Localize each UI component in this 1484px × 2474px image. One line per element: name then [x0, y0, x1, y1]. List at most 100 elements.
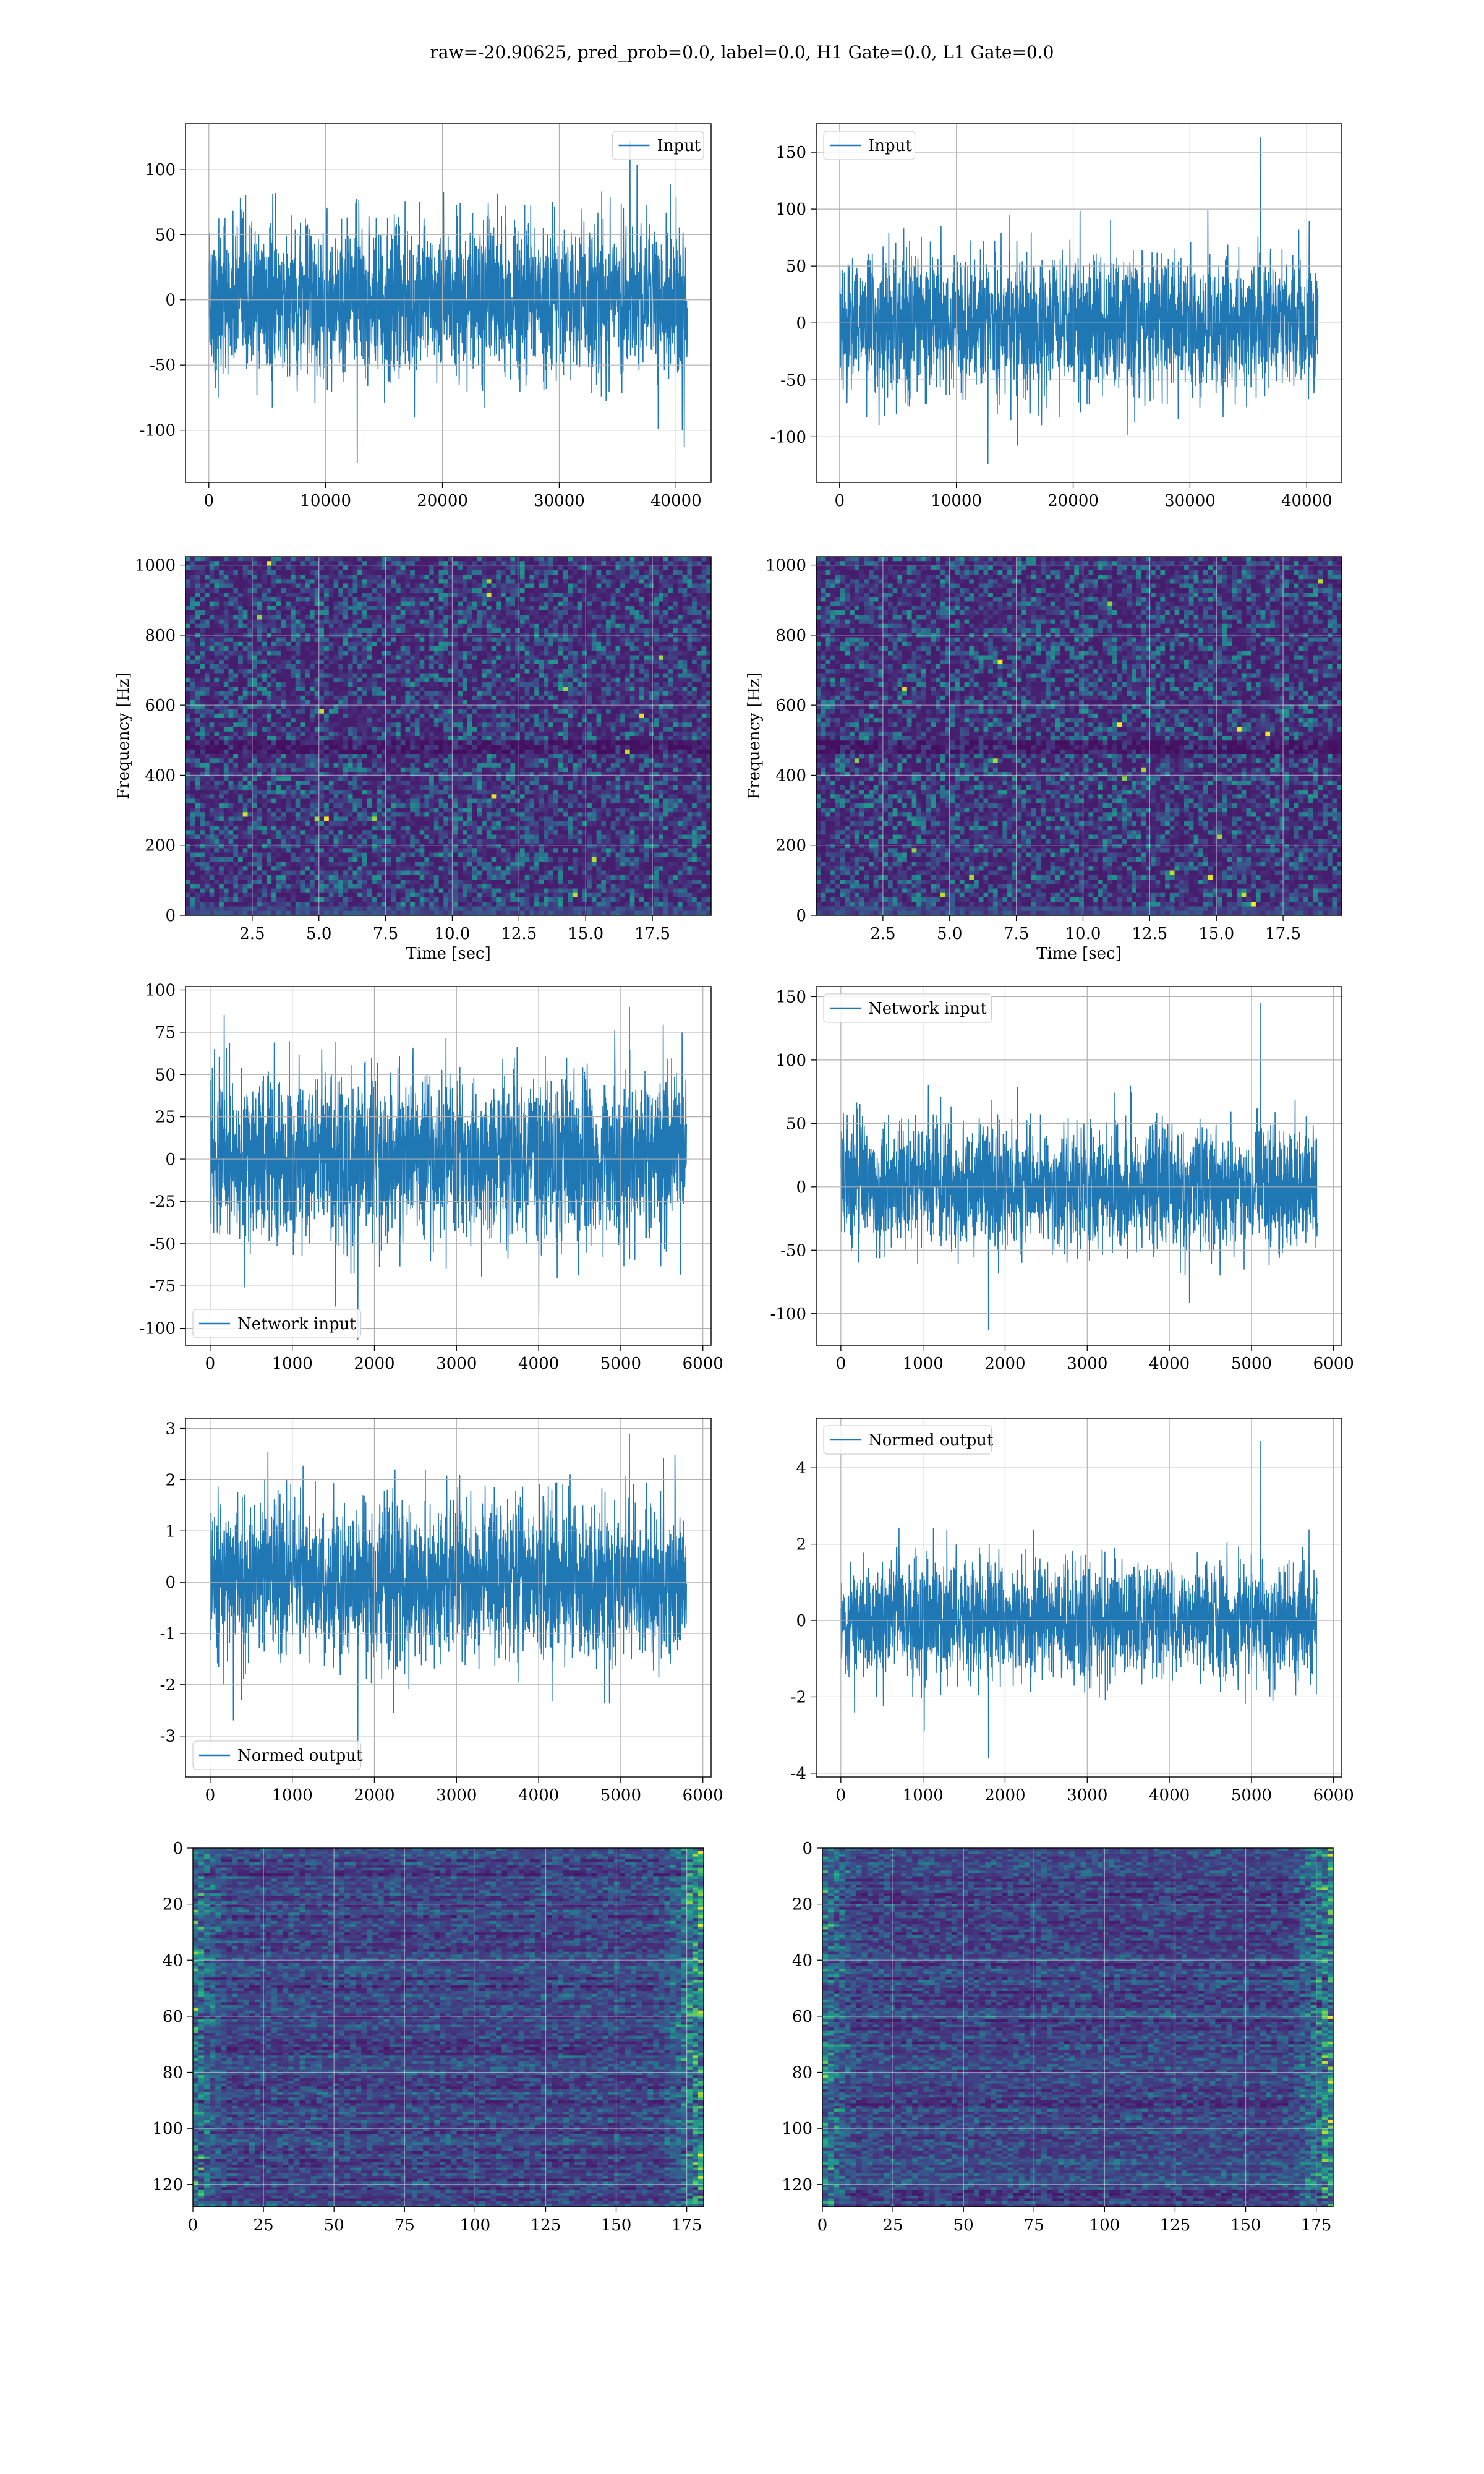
heatmap-cell: [386, 610, 391, 615]
heatmap-cell: [195, 570, 200, 575]
heatmap-cell: [639, 570, 644, 575]
heatmap-cell: [214, 638, 219, 643]
heatmap-cell: [267, 691, 271, 696]
heatmap-cell: [625, 722, 630, 727]
heatmap-cell: [568, 588, 573, 593]
heatmap-cell: [529, 740, 534, 745]
heatmap-cell: [429, 722, 434, 727]
heatmap-cell: [453, 593, 458, 597]
heatmap-cell: [310, 656, 315, 661]
heatmap-cell: [233, 736, 238, 741]
heatmap-cell: [558, 664, 563, 669]
heatmap-cell: [520, 664, 525, 669]
heatmap-cell: [286, 588, 291, 593]
heatmap-cell: [296, 691, 301, 696]
heatmap-cell: [391, 606, 396, 611]
heatmap-cell: [405, 588, 410, 593]
heatmap-cell: [467, 593, 472, 597]
heatmap-cell: [443, 610, 448, 615]
heatmap-cell: [214, 656, 219, 661]
heatmap-cell: [343, 736, 348, 741]
heatmap-cell: [334, 660, 339, 665]
heatmap-cell: [668, 745, 673, 750]
heatmap-cell: [238, 664, 243, 669]
heatmap-cell: [649, 642, 654, 647]
heatmap-cell: [630, 593, 635, 597]
heatmap-cell: [639, 575, 644, 580]
heatmap-cell: [348, 646, 353, 651]
heatmap-cell: [186, 646, 190, 651]
heatmap-cell: [487, 646, 492, 651]
heatmap-cell: [324, 687, 329, 691]
heatmap-cell: [539, 610, 544, 615]
heatmap-cell: [654, 606, 659, 611]
heatmap-cell: [673, 696, 678, 701]
heatmap-cell: [529, 700, 534, 705]
heatmap-cell: [367, 722, 372, 727]
heatmap-cell: [424, 602, 429, 607]
heatmap-cell: [573, 651, 578, 656]
heatmap-cell: [668, 557, 673, 562]
heatmap-cell: [386, 664, 391, 669]
heatmap-cell: [625, 669, 630, 674]
heatmap-cell: [568, 709, 573, 714]
heatmap-cell: [429, 588, 434, 593]
heatmap-cell: [391, 682, 396, 687]
heatmap-cell: [367, 718, 372, 723]
heatmap-cell: [573, 669, 578, 674]
heatmap-cell: [683, 575, 688, 580]
heatmap-cell: [654, 646, 659, 651]
heatmap-cell: [467, 579, 472, 584]
heatmap-cell: [410, 736, 415, 741]
heatmap-cell: [372, 714, 377, 719]
heatmap-cell: [592, 656, 597, 661]
heatmap-cell: [276, 584, 281, 589]
heatmap-cell: [281, 606, 286, 611]
heatmap-cell: [377, 620, 382, 625]
heatmap-cell: [597, 557, 602, 562]
heatmap-cell: [377, 638, 382, 643]
heatmap-cell: [649, 628, 654, 633]
heatmap-cell: [205, 714, 210, 719]
heatmap-cell: [286, 620, 291, 625]
heatmap-cell: [352, 700, 357, 705]
heatmap-cell: [634, 722, 639, 727]
heatmap-cell: [410, 745, 415, 750]
heatmap-cell: [362, 722, 367, 727]
heatmap-cell: [329, 557, 334, 562]
heatmap-cell: [520, 660, 525, 665]
heatmap-cell: [257, 674, 262, 678]
heatmap-cell: [386, 628, 391, 633]
heatmap-cell: [548, 714, 553, 719]
heatmap-cell: [525, 696, 530, 701]
heatmap-cell: [544, 696, 549, 701]
heatmap-cell: [252, 718, 257, 723]
heatmap-cell: [453, 642, 458, 647]
heatmap-cell: [439, 615, 444, 620]
heatmap-cell: [482, 660, 487, 665]
heatmap-cell: [644, 584, 649, 589]
heatmap-cell: [424, 669, 429, 674]
heatmap-cell: [186, 722, 190, 727]
heatmap-cell: [482, 606, 487, 611]
heatmap-cell: [683, 602, 688, 607]
heatmap-cell: [190, 709, 195, 714]
heatmap-cell: [654, 696, 659, 701]
heatmap-cell: [668, 714, 673, 719]
heatmap-cell: [420, 602, 425, 607]
heatmap-cell: [291, 714, 296, 719]
heatmap-cell: [415, 638, 420, 643]
heatmap-cell: [434, 674, 439, 678]
heatmap-cell: [487, 638, 492, 643]
heatmap-cell: [496, 557, 501, 562]
heatmap-cell: [267, 669, 271, 674]
heatmap-cell: [458, 714, 463, 719]
heatmap-cell: [214, 557, 219, 562]
heatmap-cell: [329, 620, 334, 625]
y-tick-label: 50: [155, 226, 176, 244]
heatmap-cell: [377, 610, 382, 615]
heatmap-cell: [692, 628, 697, 633]
heatmap-cell: [276, 727, 281, 732]
heatmap-cell: [362, 628, 367, 633]
heatmap-cell: [424, 566, 429, 571]
